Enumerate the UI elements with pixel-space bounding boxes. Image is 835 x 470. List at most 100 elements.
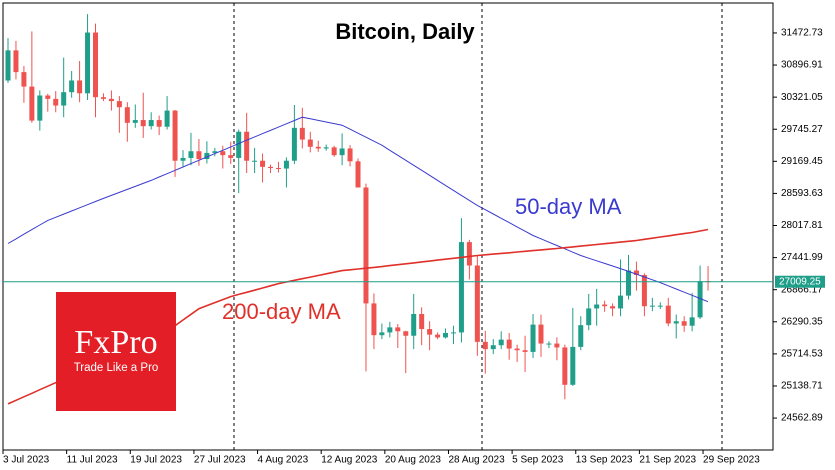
y-tick-label: 26290.35 — [781, 316, 823, 327]
candle-body — [331, 147, 337, 156]
candle-body — [347, 148, 353, 162]
y-tick-label: 25138.71 — [781, 381, 823, 392]
candle-body — [108, 98, 114, 102]
candle-body — [562, 347, 568, 385]
candle-body — [625, 270, 631, 296]
last-price-tag — [775, 275, 825, 288]
candle-body — [140, 120, 146, 127]
chart-title: Bitcoin, Daily — [335, 19, 475, 44]
candle-body — [538, 324, 544, 344]
candle-body — [85, 32, 91, 94]
candle-body — [77, 80, 83, 94]
candle-body — [633, 270, 639, 275]
candle-body — [93, 32, 99, 98]
candle-body — [339, 148, 345, 156]
candle-body — [124, 107, 130, 123]
x-tick-label: 29 Sep 2023 — [703, 455, 760, 466]
candle-body — [443, 332, 449, 338]
candle-body — [37, 95, 43, 121]
candle-body — [387, 327, 393, 333]
candle-body — [594, 304, 600, 309]
candle-body — [180, 157, 186, 161]
y-tick-label: 24562.89 — [781, 413, 823, 424]
candle-body — [355, 161, 361, 188]
y-tick-label: 28593.63 — [781, 188, 823, 199]
candle-body — [13, 50, 19, 73]
y-tick-label: 28017.81 — [781, 220, 823, 231]
candle-body — [236, 131, 242, 158]
candle-body — [681, 321, 687, 326]
candle-body — [299, 127, 305, 140]
candle-body — [220, 151, 226, 156]
candle-body — [69, 80, 75, 93]
x-tick-label: 19 Jul 2023 — [130, 455, 182, 466]
candle-body — [665, 305, 671, 324]
logo: FxPro Trade Like a Pro — [56, 292, 176, 411]
candle-body — [29, 86, 35, 121]
candle-body — [673, 321, 679, 324]
candle-body — [164, 110, 170, 127]
candle-body — [530, 324, 536, 352]
candle-body — [244, 131, 250, 161]
x-tick-label: 28 Aug 2023 — [448, 455, 505, 466]
x-tick-label: 27 Jul 2023 — [194, 455, 246, 466]
candle-body — [315, 146, 321, 149]
y-tick-label: 27441.99 — [781, 252, 823, 263]
x-tick-label: 12 Aug 2023 — [321, 455, 378, 466]
candle-body — [427, 329, 433, 335]
x-tick-label: 13 Sep 2023 — [576, 455, 633, 466]
last-price-label: 27009.25 — [779, 276, 821, 287]
candle-body — [570, 346, 576, 385]
candle-body — [458, 242, 464, 333]
candle-body — [546, 343, 552, 345]
candle-body — [697, 281, 703, 318]
candle-body — [379, 332, 385, 336]
x-tick-label: 4 Aug 2023 — [258, 455, 309, 466]
candle-body — [156, 120, 162, 127]
candle-body — [228, 155, 234, 158]
x-tick-label: 5 Sep 2023 — [512, 455, 564, 466]
candle-body — [450, 332, 456, 334]
candle-body — [252, 160, 258, 162]
candle-body — [275, 167, 281, 169]
y-tick-label: 25714.53 — [781, 349, 823, 360]
candle-body — [53, 98, 59, 106]
y-tick-label: 29169.45 — [781, 156, 823, 167]
candle-body — [100, 97, 106, 99]
logo-box — [56, 292, 176, 411]
candle-body — [602, 304, 608, 307]
candle-body — [419, 314, 425, 330]
plot-area — [5, 14, 711, 405]
candle-body — [657, 305, 663, 307]
candle-body — [649, 305, 655, 307]
y-tick-label: 30896.91 — [781, 60, 823, 71]
candle-body — [514, 348, 520, 351]
plot-frame — [2, 2, 774, 451]
ma-label: 200-day MA — [222, 299, 341, 324]
candle-body — [116, 101, 122, 108]
x-tick-label: 20 Aug 2023 — [385, 455, 442, 466]
candle-body — [474, 265, 480, 342]
candle-body — [395, 327, 401, 332]
candle-body — [21, 72, 27, 87]
ma-line — [7, 116, 709, 303]
candle-body — [641, 274, 647, 307]
x-tick-label: 21 Sep 2023 — [639, 455, 696, 466]
candle-body — [188, 151, 194, 158]
x-tick-label: 11 Jul 2023 — [67, 455, 118, 466]
candle-body — [618, 295, 624, 309]
candle-body — [578, 325, 584, 347]
candle-body — [132, 120, 138, 123]
candle-body — [260, 160, 266, 167]
candle-body — [307, 139, 313, 147]
candle-body — [610, 306, 616, 309]
candle-body — [148, 120, 154, 127]
candle-body — [586, 308, 592, 326]
ma-label: 50-day MA — [515, 194, 622, 219]
y-tick-label: 31472.73 — [781, 28, 823, 39]
logo-brand: FxPro — [74, 324, 157, 361]
candle-body — [172, 110, 178, 161]
candle-body — [291, 127, 297, 161]
candle-body — [490, 345, 496, 350]
